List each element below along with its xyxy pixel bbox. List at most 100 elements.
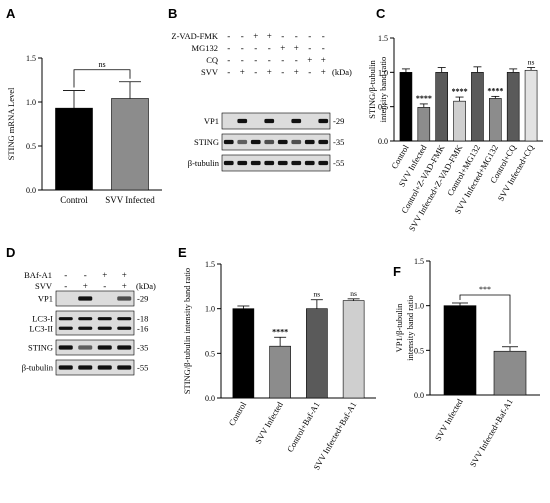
panel-c-y-tick-label: 0.0: [378, 137, 388, 146]
panel-b-treatment-sign: -: [295, 31, 298, 41]
panel-b-band: [304, 160, 315, 166]
panel-b-band: [291, 139, 302, 145]
panel-e-significance-label: ns: [314, 290, 321, 299]
panel-e-category-label: SVV Infected: [253, 399, 285, 445]
panel-b-treatment-sign: -: [241, 43, 244, 53]
panel-d-kda-label: -35: [137, 343, 148, 353]
panel-b-treatment-label: Z-VAD-FMK: [171, 31, 218, 41]
panel-d-row-label: β-tubulin: [22, 363, 54, 373]
panel-b-treatment-sign: -: [268, 55, 271, 65]
panel-d-treatment-sign: +: [122, 281, 127, 291]
panel-b-band: [264, 139, 275, 145]
panel-b-band: [223, 160, 234, 166]
panel-b-band: [318, 160, 329, 166]
panel-c-significance-label: ****: [416, 94, 432, 103]
panel-b-treatment-sign: +: [307, 55, 312, 65]
panel-b-treatment-sign: -: [281, 55, 284, 65]
panel-b-band: [264, 118, 275, 124]
panel-c-y-tick-label: 0.5: [378, 103, 388, 112]
panel-f-y-tick-label: 0.5: [414, 346, 424, 355]
panel-d-row-label: LC3-II: [29, 323, 53, 333]
panel-b-treatment-sign: -: [308, 43, 311, 53]
panel-b-treatment-sign: -: [281, 67, 284, 77]
panel-e-y-tick-label: 1.5: [205, 260, 215, 269]
panel-b-treatment-sign: -: [227, 55, 230, 65]
panel-e-significance-label: ns: [350, 289, 357, 298]
panel-b-treatment-sign: +: [240, 67, 245, 77]
panel-b-treatment-sign: -: [322, 31, 325, 41]
panel-e-y-tick-label: 1.0: [205, 305, 215, 314]
panel-b-row-label: β-tubulin: [188, 158, 220, 168]
panel-b-treatment-sign: -: [308, 67, 311, 77]
panel-b-treatment-label: SVV: [201, 67, 219, 77]
panel-c-chart: 0.0 0.5 1.0 1.5 STING/β-tubulin intensity ban…: [367, 34, 543, 233]
panel-d-treatment-sign: +: [83, 281, 88, 291]
panel-d-kda-label: -16: [137, 323, 148, 333]
panel-b-band: [318, 118, 329, 124]
panel-b-band: [250, 160, 261, 166]
panel-a-chart: 0.0 0.5 1.0 1.5 STING mRNA Level Control SVV I…: [6, 54, 162, 205]
panel-f-y-tick-label: 1.0: [414, 302, 424, 311]
panel-b-treatment-sign: +: [253, 31, 258, 41]
panel-b-treatment-sign: -: [227, 43, 230, 53]
panel-b-band: [318, 139, 329, 145]
panel-b-treatment-sign: +: [280, 43, 285, 53]
panel-c-bar: [524, 69, 538, 142]
panel-d-treatment-sign: -: [64, 270, 67, 280]
panel-c-bar: [435, 72, 448, 142]
panel-e-category-label: Control: [226, 399, 248, 427]
panel-b-treatment-sign: -: [295, 55, 298, 65]
panel-d-kda-label: -55: [137, 363, 148, 373]
panel-letter-a: A: [6, 6, 16, 21]
panel-d-band: [78, 296, 93, 301]
panel-d-band: [78, 317, 93, 321]
panel-a-y-tick-label: 0.5: [26, 142, 36, 151]
panel-b-treatment-sign: -: [241, 31, 244, 41]
panel-b-blot-strip: [221, 112, 331, 130]
panel-b-treatment-sign: -: [322, 43, 325, 53]
panel-c-bar: [417, 107, 431, 142]
panel-b-blot-strip: [221, 133, 331, 151]
panel-b-treatment-sign: -: [241, 55, 244, 65]
panel-d-treatment-sign: +: [122, 270, 127, 280]
panel-b-row-label: VP1: [204, 116, 219, 126]
panel-b-treatment-sign: -: [227, 31, 230, 41]
panel-c-bar: [399, 72, 413, 142]
panel-d-blot-strip: [55, 339, 135, 356]
panel-c-y-axis-label: intensity band ratio: [378, 57, 388, 123]
panel-b-kda-label: -55: [333, 158, 344, 168]
panel-f-y-tick-label: 0.0: [414, 391, 424, 400]
panel-b-band: [277, 160, 288, 166]
panel-d-band: [117, 296, 132, 301]
panel-f-chart: 0.0 0.5 1.0 1.5 VP1/β-tubulin intensity band …: [394, 257, 540, 469]
panel-b-band: [304, 139, 315, 145]
panel-b-band: [250, 139, 261, 145]
panel-d-band: [117, 317, 132, 321]
panel-b-treatment-sign: -: [254, 67, 257, 77]
panel-letter-b: B: [168, 6, 177, 21]
panel-d-band: [117, 345, 132, 350]
panel-d-kda-unit: (kDa): [136, 281, 156, 291]
panel-c-bar: [471, 72, 484, 142]
panel-b-treatment-sign: +: [321, 55, 326, 65]
panel-d-treatment-sign: -: [84, 270, 87, 280]
panel-d-band: [58, 317, 73, 321]
panel-e-y-tick-label: 0.5: [205, 349, 215, 358]
panel-d-blot-strip: [55, 290, 135, 307]
panel-b-kda-label: -29: [333, 116, 344, 126]
panel-e-bar: [342, 300, 365, 399]
panel-f-category-label: SVV Infected+Baf-A1: [468, 397, 515, 469]
panel-a-bar: [55, 107, 93, 191]
panel-a-y-axis-label: STING mRNA Level: [6, 87, 16, 160]
panel-c-y-tick-label: 1.0: [378, 68, 388, 77]
panel-a-significance-label: ns: [98, 60, 105, 69]
panel-c-significance-label: ****: [487, 86, 503, 95]
panel-b-treatment-sign: -: [281, 31, 284, 41]
panel-d-band: [78, 365, 93, 370]
panel-d-band: [97, 317, 112, 321]
panel-b-treatment-sign: -: [268, 43, 271, 53]
panel-b-treatment-sign: +: [321, 67, 326, 77]
panel-b-treatment-sign: -: [308, 31, 311, 41]
panel-a-bar: [111, 98, 149, 191]
panel-b-kda-label: -35: [333, 137, 344, 147]
